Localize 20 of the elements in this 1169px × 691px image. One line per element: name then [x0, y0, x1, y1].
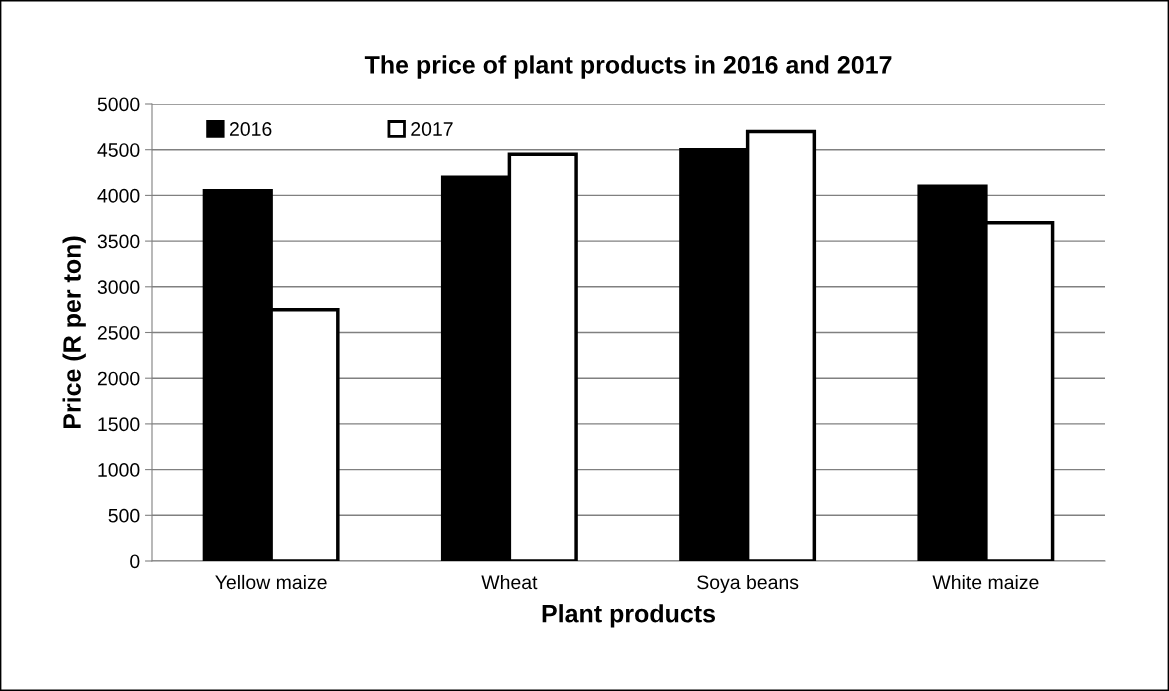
legend-label: 2016 [229, 122, 272, 136]
y-tick-label: 2500 [97, 325, 140, 340]
x-tick-label: Soya beans [697, 574, 799, 594]
y-tick-label: 500 [108, 508, 140, 523]
y-tick-label: 3500 [97, 234, 140, 249]
y-tick-label: 3000 [97, 280, 140, 295]
x-tick-label: Wheat [481, 574, 538, 590]
y-tick-label: 4500 [97, 143, 140, 157]
x-tick-label: White maize [932, 574, 1039, 590]
y-tick-label: 0 [130, 554, 140, 569]
y-tick-label: 1000 [98, 463, 140, 477]
chart-title: The price of plant products in 2016 and 2017 [364, 55, 892, 79]
legend-label: 2017 [411, 122, 453, 136]
y-axis-title: Price (R per ton) [62, 236, 86, 429]
x-tick-label: Yellow maize [215, 574, 327, 590]
y-tick-label: 1500 [98, 417, 140, 432]
y-tick-label: 5000 [97, 97, 140, 112]
y-tick-label: 4000 [97, 188, 140, 203]
x-axis-title: Plant products [542, 604, 715, 628]
y-tick-label: 2000 [97, 371, 140, 386]
